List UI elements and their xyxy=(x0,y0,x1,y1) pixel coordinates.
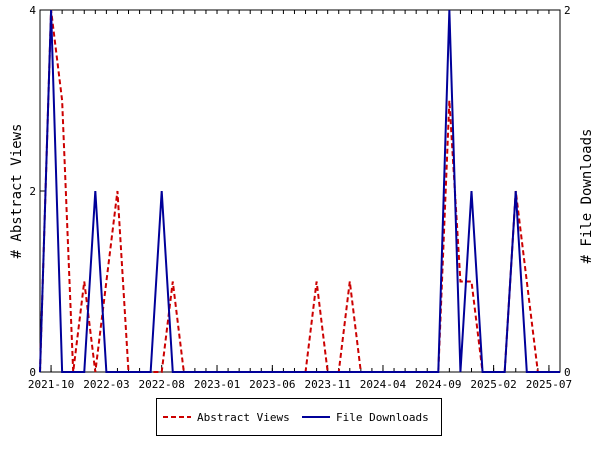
x-tick-label: 2023-11 xyxy=(304,378,350,391)
x-tick-label: 2024-09 xyxy=(415,378,461,391)
right-axis-title: # File Downloads xyxy=(579,129,595,264)
plot-area: 2021-10 2022-03 2022-08 2023-01 2023-06 2023-… xyxy=(28,4,572,391)
legend-item-file-downloads: File Downloads xyxy=(302,410,429,424)
y-left-tick-label: 4 xyxy=(29,4,36,17)
y-left-tick-label: 2 xyxy=(29,185,36,198)
series-line-file-downloads xyxy=(39,9,560,373)
x-tick-label: 2022-03 xyxy=(83,378,129,391)
legend-label-file-downloads: File Downloads xyxy=(336,410,429,424)
left-axis-title: # Abstract Views xyxy=(9,124,25,259)
x-tick-label: 2023-06 xyxy=(249,378,295,391)
series-line-abstract-views xyxy=(39,9,560,373)
y-right-tick-label: 0 xyxy=(564,366,571,379)
legend-swatch-dashed-red xyxy=(163,416,191,418)
x-tick-label: 2025-07 xyxy=(526,378,572,391)
y-right-tick-label: 2 xyxy=(564,4,571,17)
y-left-tick-label: 0 xyxy=(29,366,36,379)
legend-item-abstract-views: Abstract Views xyxy=(163,410,290,424)
x-tick-label: 2021-10 xyxy=(28,378,74,391)
legend-label-abstract-views: Abstract Views xyxy=(197,410,290,424)
legend-swatch-solid-blue xyxy=(302,416,330,418)
x-tick-label: 2025-02 xyxy=(470,378,516,391)
x-tick-label: 2024-04 xyxy=(360,378,407,391)
x-tick-label: 2023-01 xyxy=(194,378,240,391)
legend: Abstract Views File Downloads xyxy=(156,398,442,436)
x-tick-label: 2022-08 xyxy=(139,378,185,391)
